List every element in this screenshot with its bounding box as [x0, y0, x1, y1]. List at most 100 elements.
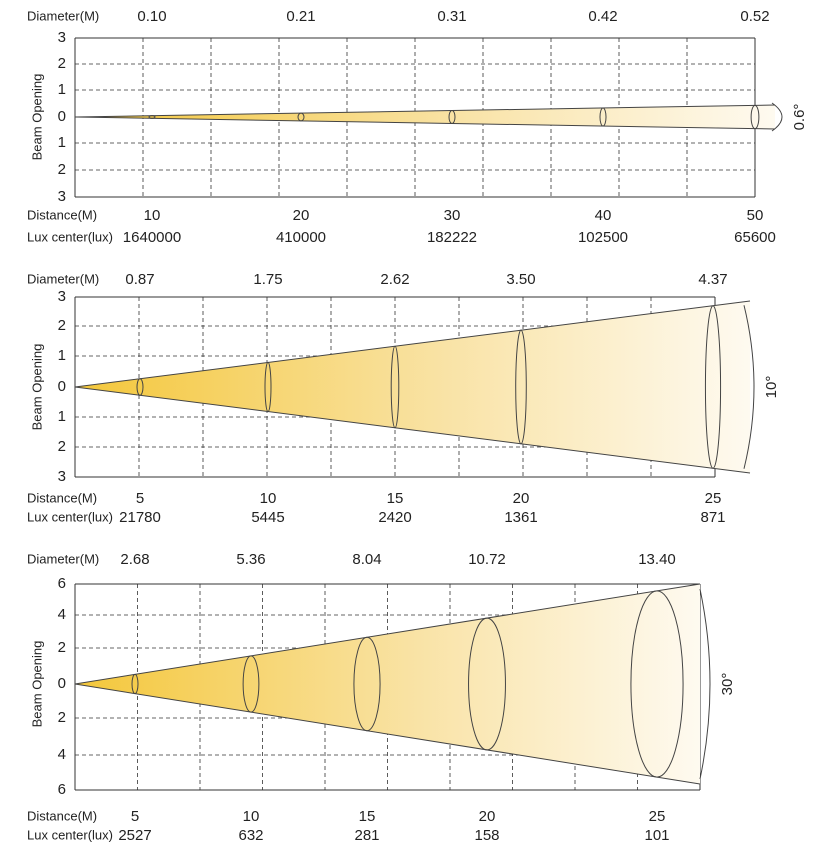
- lux-value: 632: [238, 827, 263, 844]
- beam-cone: [75, 584, 700, 784]
- y-axis-label: Beam Opening: [29, 74, 44, 161]
- lux-value: 1640000: [123, 229, 181, 246]
- y-tick-label: 3: [58, 29, 66, 46]
- diameter-value: 0.87: [125, 271, 154, 288]
- distance-value: 15: [387, 490, 404, 507]
- beam-section: [264, 361, 272, 413]
- lux-value: 871: [700, 509, 725, 526]
- lux-value: 182222: [427, 229, 477, 246]
- beam-section: [242, 655, 260, 713]
- beam-section: [148, 115, 156, 119]
- diameter-label: Diameter(M): [27, 271, 99, 286]
- diameter-value: 0.31: [437, 8, 466, 25]
- y-tick-label: 2: [58, 161, 66, 178]
- diameter-value: 10.72: [468, 551, 506, 568]
- distance-value: 10: [243, 808, 260, 825]
- lux-value: 65600: [734, 229, 776, 246]
- lux-value: 21780: [119, 509, 161, 526]
- y-tick-label: 0: [58, 108, 66, 125]
- distance-label: Distance(M): [27, 490, 97, 505]
- beam-section: [297, 112, 305, 122]
- diameter-value: 0.10: [137, 8, 166, 25]
- y-tick-label: 2: [58, 317, 66, 334]
- y-tick-label: 6: [58, 781, 66, 798]
- diameter-value: 5.36: [236, 551, 265, 568]
- diameter-value: 0.21: [286, 8, 315, 25]
- diameter-value: 3.50: [506, 271, 535, 288]
- diameter-value: 2.68: [120, 551, 149, 568]
- y-tick-label: 4: [58, 746, 66, 763]
- beam-edge: [74, 683, 701, 785]
- y-tick-label: 0: [58, 378, 66, 395]
- distance-value: 5: [136, 490, 144, 507]
- lux-label: Lux center(lux): [27, 509, 113, 524]
- angle-arc: [771, 102, 783, 132]
- beam-section: [131, 673, 139, 695]
- beam-section: [599, 107, 607, 127]
- distance-value: 25: [705, 490, 722, 507]
- beam-edge: [74, 386, 751, 474]
- distance-value: 5: [131, 808, 139, 825]
- distance-label: Distance(M): [27, 808, 97, 823]
- beam-cone: [75, 301, 750, 473]
- y-tick-label: 1: [58, 347, 66, 364]
- lux-value: 2527: [118, 827, 151, 844]
- lux-label: Lux center(lux): [27, 827, 113, 842]
- diameter-value: 13.40: [638, 551, 676, 568]
- angle-arc: [699, 588, 711, 780]
- diameter-label: Diameter(M): [27, 8, 99, 23]
- beam-edge: [74, 300, 751, 388]
- lux-value: 102500: [578, 229, 628, 246]
- lux-label: Lux center(lux): [27, 229, 113, 244]
- beam-section: [750, 104, 760, 130]
- beam-edge: [74, 104, 776, 118]
- y-tick-label: 3: [58, 468, 66, 485]
- lux-value: 5445: [251, 509, 284, 526]
- y-axis-label: Beam Opening: [29, 344, 44, 431]
- distance-value: 30: [444, 207, 461, 224]
- y-tick-label: 4: [58, 606, 66, 623]
- y-tick-label: 1: [58, 81, 66, 98]
- beam-edge: [74, 583, 701, 685]
- y-tick-label: 2: [58, 709, 66, 726]
- lux-value: 2420: [378, 509, 411, 526]
- beam-section: [468, 617, 506, 751]
- beam-section: [136, 378, 144, 396]
- beam-section: [448, 110, 456, 124]
- distance-value: 50: [747, 207, 764, 224]
- lux-value: 410000: [276, 229, 326, 246]
- distance-value: 20: [293, 207, 310, 224]
- distance-value: 10: [144, 207, 161, 224]
- y-tick-label: 6: [58, 575, 66, 592]
- lux-value: 101: [644, 827, 669, 844]
- y-tick-label: 1: [58, 134, 66, 151]
- distance-value: 10: [260, 490, 277, 507]
- diameter-value: 4.37: [698, 271, 727, 288]
- distance-value: 25: [649, 808, 666, 825]
- diameter-value: 8.04: [352, 551, 381, 568]
- diameter-label: Diameter(M): [27, 551, 99, 566]
- angle-label: 30°: [719, 673, 736, 696]
- beam-section: [390, 345, 400, 429]
- distance-value: 15: [359, 808, 376, 825]
- lux-value: 158: [474, 827, 499, 844]
- y-tick-label: 2: [58, 639, 66, 656]
- y-tick-label: 3: [58, 188, 66, 205]
- y-tick-label: 0: [58, 675, 66, 692]
- diameter-value: 0.52: [740, 8, 769, 25]
- lux-value: 281: [354, 827, 379, 844]
- beam-edge: [74, 116, 776, 130]
- y-tick-label: 2: [58, 55, 66, 72]
- beam-section: [704, 305, 722, 469]
- angle-arc: [743, 305, 755, 469]
- distance-value: 40: [595, 207, 612, 224]
- y-tick-label: 3: [58, 288, 66, 305]
- diameter-value: 2.62: [380, 271, 409, 288]
- beam-cone: [75, 105, 775, 129]
- distance-label: Distance(M): [27, 207, 97, 222]
- distance-value: 20: [479, 808, 496, 825]
- y-axis-label: Beam Opening: [29, 641, 44, 728]
- angle-label: 0.6°: [791, 104, 808, 131]
- diameter-value: 1.75: [253, 271, 282, 288]
